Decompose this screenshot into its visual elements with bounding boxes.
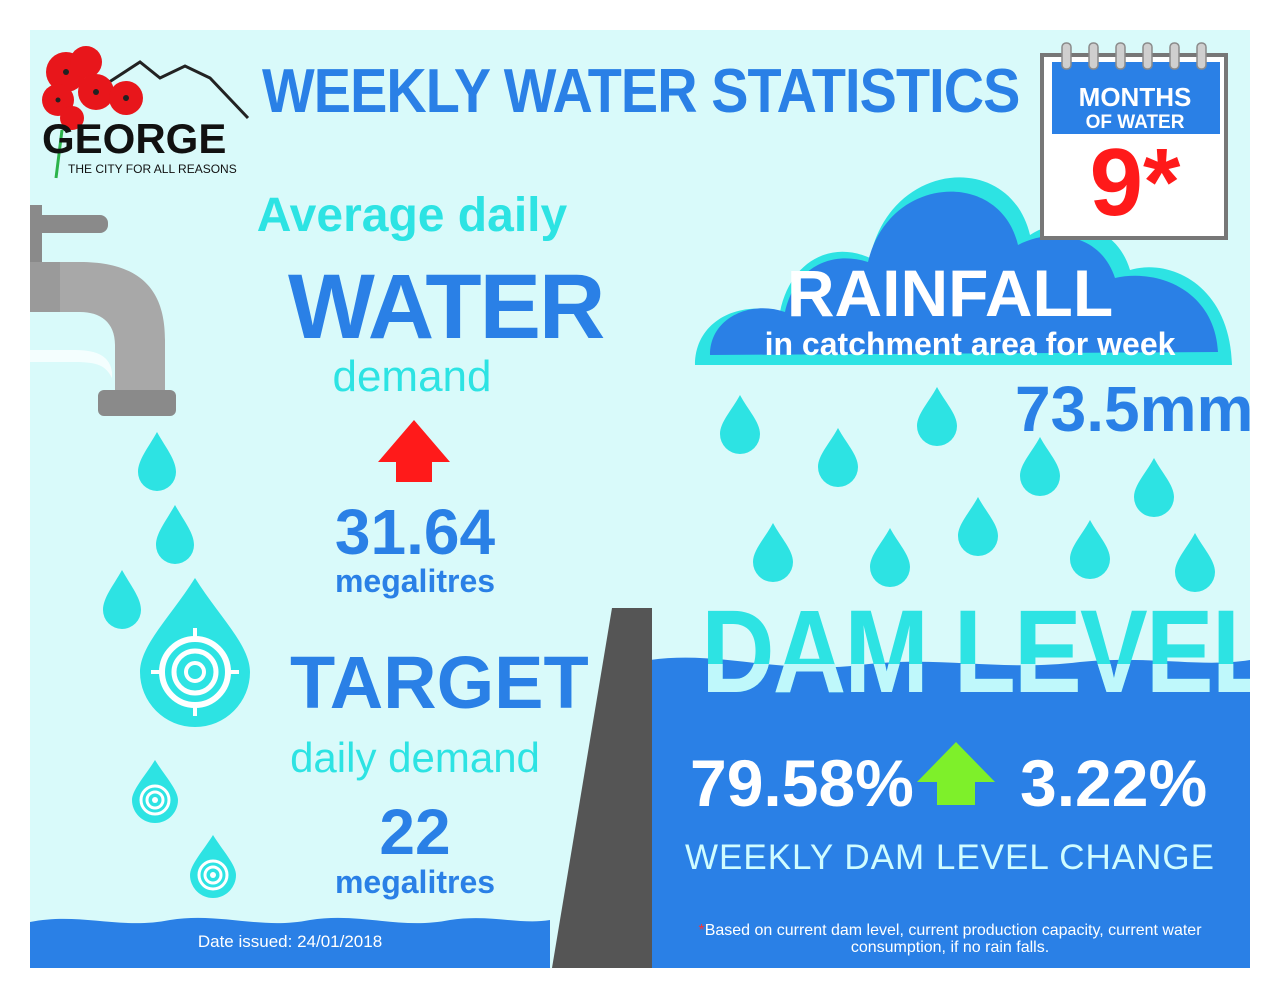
water-drop-icon <box>103 570 141 629</box>
demand-value: 31.64 <box>334 496 496 568</box>
rain-drop-icon <box>1134 458 1174 517</box>
cloud-icon <box>695 177 1232 365</box>
footnote-star: * <box>698 922 705 939</box>
rain-drop-icon <box>870 528 910 587</box>
george-logo-icon <box>42 46 250 179</box>
demand-subheading: demand <box>332 352 492 401</box>
tap-icon <box>30 205 176 416</box>
footnote-text: Based on current dam level, current prod… <box>704 922 1202 956</box>
demand-water-heading: WATER <box>288 256 605 358</box>
target-drop-icon <box>140 578 250 727</box>
target-drop-icon <box>132 760 178 823</box>
dam-level-change: 3.22% <box>1020 746 1208 820</box>
logo-tagline: THE CITY FOR ALL REASONS <box>68 162 237 176</box>
rain-drop-icon <box>1070 520 1110 579</box>
months-left-value: 9* <box>1089 129 1181 236</box>
rain-drop-icon <box>1175 533 1215 592</box>
calendar-line2: OF WATER LEFT <box>1085 112 1185 155</box>
calendar-line1: MONTHS <box>1078 82 1192 112</box>
rainfall-value: 73.5mm <box>1015 373 1254 445</box>
rain-drop-icon <box>958 497 998 556</box>
dam-level-value: 79.58% <box>690 746 914 820</box>
dam-level-title-reflection-text: DAM LEVEL <box>701 664 1250 712</box>
footnote: *Based on current dam level, current pro… <box>690 922 1210 956</box>
rain-drop-icon <box>818 428 858 487</box>
target-subheading: daily demand <box>290 734 540 781</box>
target-drop-icon <box>190 835 236 898</box>
target-value: 22 <box>379 796 451 868</box>
rainfall-subheading: in catchment area for week <box>764 326 1176 362</box>
green-up-arrow-icon <box>917 742 995 805</box>
rain-drop-icon <box>720 395 760 454</box>
water-drop-icon <box>138 432 176 491</box>
dam-wall-icon <box>552 608 652 968</box>
demand-heading: Average daily <box>256 189 568 242</box>
red-up-arrow-icon <box>378 420 450 482</box>
dam-level-change-label: WEEKLY DAM LEVEL CHANGE <box>684 838 1215 877</box>
rain-drop-icon <box>917 387 957 446</box>
target-unit: megalitres <box>334 864 496 900</box>
rain-drop-icon <box>753 523 793 582</box>
dam-level-title-text: DAM LEVEL <box>701 592 1250 718</box>
demand-unit: megalitres <box>334 563 496 599</box>
dam-water <box>650 657 1250 968</box>
calendar-icon <box>1040 42 1228 240</box>
date-issued: Date issued: 24/01/2018 <box>197 932 383 951</box>
target-heading: TARGET <box>290 641 589 724</box>
water-drop-icon <box>156 505 194 564</box>
dam-level-title: DAM LEVEL <box>660 592 1250 722</box>
dam-level-title-reflection: DAM LEVEL <box>660 664 1250 722</box>
logo-wordmark: GEORGE <box>42 115 227 162</box>
rain-drop-icon <box>1020 437 1060 496</box>
rainfall-heading: RAINFALL <box>786 256 1114 330</box>
page-title: WEEKLY WATER STATISTICS <box>262 57 1020 126</box>
bottom-water <box>30 917 550 968</box>
